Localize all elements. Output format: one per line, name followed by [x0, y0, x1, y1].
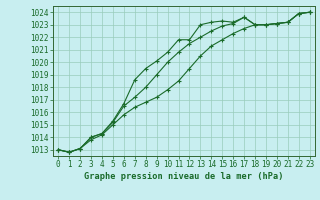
X-axis label: Graphe pression niveau de la mer (hPa): Graphe pression niveau de la mer (hPa) [84, 172, 284, 181]
